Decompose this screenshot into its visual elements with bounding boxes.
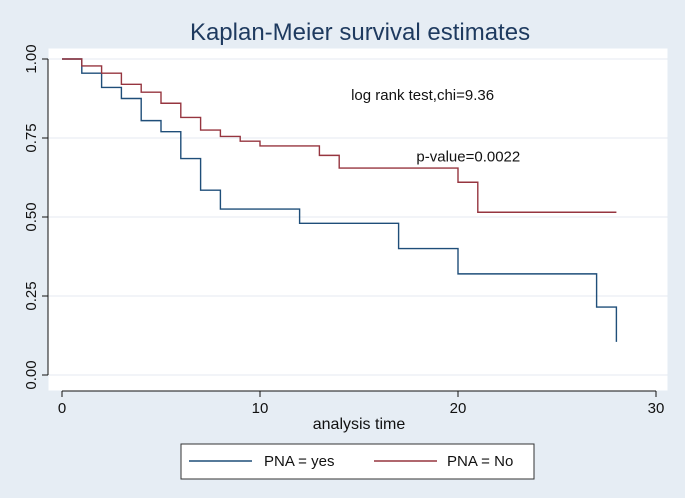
series-group	[62, 58, 618, 342]
y-tick-label: 1.00	[23, 44, 40, 73]
pvalue-annotation: p-value=0.0022	[416, 149, 520, 166]
grid-lines	[48, 58, 668, 376]
plot-area	[47, 47, 669, 392]
x-tick-label: 0	[58, 400, 66, 417]
legend: PNA = yes PNA = No	[180, 443, 535, 480]
x-axis-label: analysis time	[313, 416, 406, 433]
series-line-pna-yes	[62, 58, 618, 342]
y-tick-label: 0.00	[23, 360, 40, 389]
y-tick-label: 0.50	[23, 202, 40, 231]
x-tick-label: 10	[252, 400, 269, 417]
y-tick-label: 0.75	[23, 123, 40, 152]
legend-label-pna-yes: PNA = yes	[264, 453, 334, 470]
legend-label-pna-no: PNA = No	[447, 453, 513, 470]
x-tick-label: 20	[450, 400, 467, 417]
logrank-annotation: log rank test,chi=9.36	[351, 87, 494, 104]
y-tick-label: 0.25	[23, 281, 40, 310]
chart-title: Kaplan-Meier survival estimates	[190, 19, 530, 46]
axes: 0.00 0.25 0.50 0.75 1.00 0 10 20 30	[23, 44, 664, 417]
x-tick-label: 30	[648, 400, 665, 417]
series-line-pna-no	[62, 58, 617, 213]
